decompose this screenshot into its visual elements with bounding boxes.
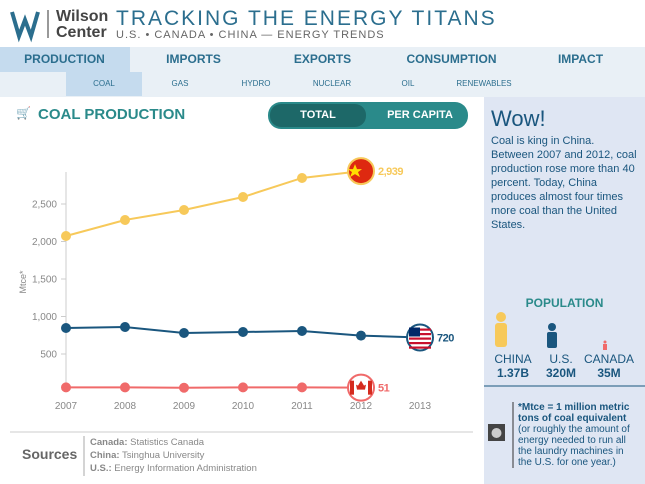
data-point (356, 330, 366, 341)
data-label: 2,939 (378, 166, 403, 178)
population-title: POPULATION (525, 296, 604, 310)
tab[interactable]: CONSUMPTION (406, 52, 497, 66)
subtab[interactable]: COAL (93, 79, 115, 88)
tab[interactable]: PRODUCTION (24, 52, 105, 66)
subtab[interactable]: NUCLEAR (312, 79, 352, 88)
person-icon (603, 344, 607, 350)
data-point (238, 192, 248, 203)
data-point (61, 231, 71, 242)
data-point (238, 327, 248, 338)
x-tick-label: 2009 (173, 401, 196, 412)
flag-icon (348, 164, 362, 178)
x-tick-label: 2007 (55, 401, 78, 412)
data-label: 720 (437, 333, 454, 345)
note: *Mtce = 1 million metric tons of coal eq… (518, 402, 640, 468)
data-point (179, 205, 189, 215)
y-axis-label: Mtce* (18, 270, 28, 294)
person-icon (603, 340, 607, 344)
data-label: 51 (378, 383, 390, 395)
title: TRACKING THE ENERGY TITANS (116, 7, 497, 30)
flag-icon (347, 157, 375, 186)
sources-title: Sources (22, 446, 78, 462)
toggle-active[interactable] (270, 104, 366, 127)
population-name: CHINA (494, 352, 532, 366)
person-icon (548, 323, 556, 331)
subtitle: U.S. • CANADA • CHINA — ENERGY TRENDS (116, 29, 385, 41)
subtab-active-bg (66, 72, 142, 96)
logo-text: Center (56, 24, 107, 41)
y-tick-label: 1,500 (32, 275, 57, 286)
data-point (120, 322, 130, 332)
x-tick-label: 2013 (409, 401, 432, 412)
person-icon (496, 312, 506, 322)
x-tick-label: 2010 (232, 401, 255, 412)
side-panel (484, 97, 645, 484)
subtab[interactable]: RENEWABLES (456, 79, 512, 88)
data-point (120, 382, 130, 393)
flag-icon (368, 380, 372, 395)
data-point (238, 382, 248, 393)
population-name: CANADA (583, 352, 634, 366)
flag-icon (409, 327, 420, 337)
source-text: Tsinghua University (122, 450, 205, 461)
tab-active-bg (0, 47, 130, 72)
y-tick-label: 1,000 (32, 312, 57, 323)
source-name: China: (90, 450, 120, 461)
source-name: U.S.: (90, 463, 112, 474)
subtab[interactable]: GAS (171, 79, 189, 88)
flag-icon (356, 380, 366, 394)
note-text: (or roughly the amount of energy needed … (518, 424, 630, 468)
toggle-option[interactable]: TOTAL (300, 109, 336, 121)
x-tick-label: 2008 (114, 401, 137, 412)
source-name: Canada: (90, 437, 128, 448)
data-point (120, 214, 130, 225)
flag-icon (409, 337, 431, 340)
tab[interactable]: IMPORTS (166, 52, 221, 66)
population-value: 1.37B (496, 366, 530, 380)
sources-list: Canada: Statistics Canada China: Tsinghua… (90, 436, 257, 475)
flag-icon (350, 380, 354, 395)
population-value: 320M (545, 366, 577, 380)
flag-icon (409, 346, 431, 349)
panel-heading: Wow! (491, 106, 546, 131)
series-line (65, 170, 362, 237)
person-icon (547, 332, 557, 348)
toggle-option[interactable]: PER CAPITA (387, 109, 453, 121)
logo: Wilson Center (56, 9, 108, 41)
data-point (297, 325, 307, 336)
source-row: U.S.: Energy Information Administration (90, 462, 257, 475)
tab[interactable]: EXPORTS (293, 52, 352, 66)
subtab[interactable]: HYDRO (241, 79, 271, 88)
flag-icon (409, 342, 431, 345)
population-value: 35M (597, 366, 621, 380)
panel-text: Coal is king in China. Between 2007 and … (491, 135, 637, 231)
source-row: China: Tsinghua University (90, 449, 257, 462)
tab[interactable]: IMPACT (557, 52, 604, 66)
data-point (297, 172, 307, 183)
logo-mark (10, 11, 40, 43)
y-tick-label: 2,000 (32, 237, 57, 248)
x-tick-label: 2012 (350, 401, 373, 412)
data-point (61, 322, 71, 333)
data-point (179, 328, 189, 338)
y-tick-label: 2,500 (32, 200, 57, 211)
source-text: Energy Information Administration (114, 463, 257, 474)
data-point (61, 382, 71, 393)
y-tick-label: 500 (40, 350, 57, 361)
data-point (297, 382, 307, 393)
data-point (179, 382, 189, 393)
logo-text: Wilson (56, 8, 109, 25)
chart-title: COAL PRODUCTION (38, 106, 186, 123)
coal-icon: 🛒 (16, 106, 31, 120)
source-row: Canada: Statistics Canada (90, 436, 257, 449)
source-text: Statistics Canada (130, 437, 205, 448)
subtab[interactable]: OIL (401, 79, 415, 88)
note-bold: *Mtce = 1 million metric tons of coal eq… (518, 402, 630, 424)
washer-icon (491, 428, 502, 438)
population-name: U.S. (549, 352, 573, 366)
x-tick-label: 2011 (291, 401, 313, 412)
person-icon (495, 323, 507, 347)
